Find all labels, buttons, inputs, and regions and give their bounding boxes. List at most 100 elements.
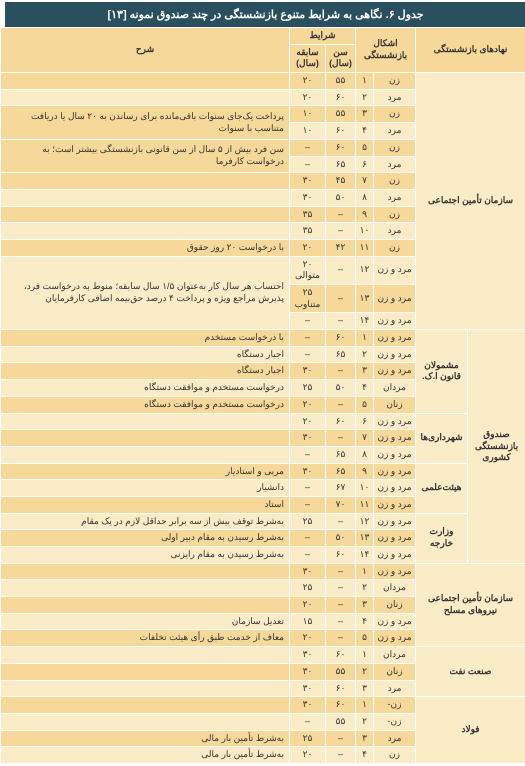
table-row: سازمان تأمین اجتماعی نیروهای مسلحمرد و ز… — [0, 563, 523, 580]
sub-org-cell: هیئت‌علمی — [413, 463, 465, 513]
cell-age: ۶۵ — [322, 463, 352, 480]
cell-num: ۴ — [352, 747, 370, 764]
cell-form: زنان — [371, 396, 413, 413]
cell-record: ۳۰ — [286, 663, 322, 680]
table-row: وزارت خارجهمرد و زن۱۲–۲۵به‌شرط توقف بیش … — [0, 513, 523, 530]
cell-desc: به‌شرط توقف بیش از سه برابر حداقل لازم د… — [0, 513, 286, 530]
cell-record: – — [286, 139, 322, 156]
table-head: نهادهای بازنشستگی اشکال بازنشستگی شرایط … — [0, 28, 523, 73]
cell-desc: به‌شرط تأمین بار مالی — [0, 747, 286, 764]
cell-desc — [0, 580, 286, 597]
cell-desc — [0, 663, 286, 680]
cell-age: ۶۰ — [322, 680, 352, 697]
cell-age: – — [322, 285, 352, 313]
cell-form: مرد — [371, 223, 413, 240]
cell-desc: استاد — [0, 496, 286, 513]
table-row: صنعت نفتمردان۱۶۰۳۰ — [0, 647, 523, 664]
header-org: نهادهای بازنشستگی — [413, 28, 523, 73]
cell-desc — [0, 563, 286, 580]
cell-record: ۳۰ — [286, 463, 322, 480]
cell-age: – — [322, 256, 352, 284]
cell-desc — [0, 206, 286, 223]
cell-age: ۶۵ — [322, 446, 352, 463]
cell-num: ۲ — [352, 713, 370, 730]
cell-record: – — [286, 156, 322, 173]
cell-record: ۳۰ — [286, 563, 322, 580]
cell-age: – — [322, 363, 352, 380]
cell-desc — [0, 713, 286, 730]
cell-num: ۷ — [352, 430, 370, 447]
cell-num: ۱ — [352, 330, 370, 347]
cell-num: ۷ — [352, 173, 370, 190]
org-cell: سازمان تأمین اجتماعی نیروهای مسلح — [413, 563, 523, 646]
org-cell: صندوق بازنشستگی کشوری — [465, 330, 523, 564]
cell-form: مرد و زن — [371, 480, 413, 497]
cell-desc — [0, 647, 286, 664]
cell-num: ۶ — [352, 156, 370, 173]
cell-age: – — [322, 730, 352, 747]
table-body: سازمان تأمین اجتماعیزن۱۵۵۲۰مرد۲۶۰۲۰زن۳۵۵… — [0, 73, 523, 764]
cell-desc: به‌شرط رسیدن به مقام دبیر اولی — [0, 530, 286, 547]
cell-record: ۱۰ — [286, 123, 322, 140]
cell-form: زن — [371, 239, 413, 256]
cell-num: ۶ — [352, 413, 370, 430]
cell-form: زن — [371, 106, 413, 123]
cell-num: ۱۱ — [352, 239, 370, 256]
cell-desc — [0, 430, 286, 447]
header-age: سن (سال) — [322, 44, 352, 72]
cell-record: ۳۰ — [286, 680, 322, 697]
table-row: هیئت‌علمیمرد و زن۹۶۵۳۰مربی و استادیار — [0, 463, 523, 480]
cell-record: ۳۵ — [286, 206, 322, 223]
cell-num: ۸ — [352, 446, 370, 463]
cell-age: – — [322, 613, 352, 630]
table-row: فولادزن-۱۶۰۳۰ — [0, 697, 523, 714]
cell-age: – — [322, 223, 352, 240]
cell-form: مرد و زن — [371, 530, 413, 547]
cell-age: ۶۰ — [322, 413, 352, 430]
cell-record: – — [286, 446, 322, 463]
cell-record: – — [286, 547, 322, 564]
cell-desc: با درخواست ۲۰ روز حقوق — [0, 239, 286, 256]
org-cell: سازمان تأمین اجتماعی — [413, 73, 523, 330]
sub-org-cell: مشمولان قانون ا.ک. — [413, 330, 465, 413]
table-row: صندوق بازنشستگی کشوریمشمولان قانون ا.ک.م… — [0, 330, 523, 347]
cell-age: ۴۲ — [322, 239, 352, 256]
cell-record: – — [286, 496, 322, 513]
retirement-table: جدول ۶. نگاهی به شرایط متنوع بازنشستگی د… — [0, 0, 525, 766]
cell-form: زن — [371, 206, 413, 223]
cell-desc — [0, 89, 286, 106]
cell-form: مرد و زن — [371, 256, 413, 284]
cell-num: ۱۴ — [352, 313, 370, 330]
cell-num: ۹ — [352, 206, 370, 223]
cell-form: مرد — [371, 730, 413, 747]
cell-form: مرد — [371, 189, 413, 206]
cell-desc: دانشیار — [0, 480, 286, 497]
cell-age: – — [322, 430, 352, 447]
cell-form: مردان — [371, 380, 413, 397]
cell-form: مرد و زن — [371, 630, 413, 647]
cell-form: زنان — [371, 597, 413, 614]
cell-age: – — [322, 513, 352, 530]
cell-num: ۲ — [352, 346, 370, 363]
cell-age: ۶۵ — [322, 346, 352, 363]
cell-form: مرد و زن — [371, 463, 413, 480]
cell-desc: اجبار دستگاه — [0, 363, 286, 380]
cell-num: ۱۴ — [352, 547, 370, 564]
sub-org-cell: شهرداری‌ها — [413, 413, 465, 463]
sub-org-cell: وزارت خارجه — [413, 513, 465, 563]
cell-record: ۱۰ — [286, 106, 322, 123]
cell-form: مردان — [371, 580, 413, 597]
cell-age: – — [322, 580, 352, 597]
cell-record: ۱۵ — [286, 613, 322, 630]
cell-num: ۱۳ — [352, 285, 370, 313]
cell-record: ۲۵ متناوب — [286, 285, 322, 313]
cell-age: – — [322, 563, 352, 580]
cell-age: ۶۰ — [322, 89, 352, 106]
table-title: جدول ۶. نگاهی به شرایط متنوع بازنشستگی د… — [2, 2, 523, 27]
cell-form: زن — [371, 73, 413, 90]
cell-num: ۵ — [352, 396, 370, 413]
cell-age: – — [322, 630, 352, 647]
cell-num: ۱۳ — [352, 530, 370, 547]
cell-record: ۲۵ — [286, 380, 322, 397]
cell-record: ۳۰ — [286, 647, 322, 664]
